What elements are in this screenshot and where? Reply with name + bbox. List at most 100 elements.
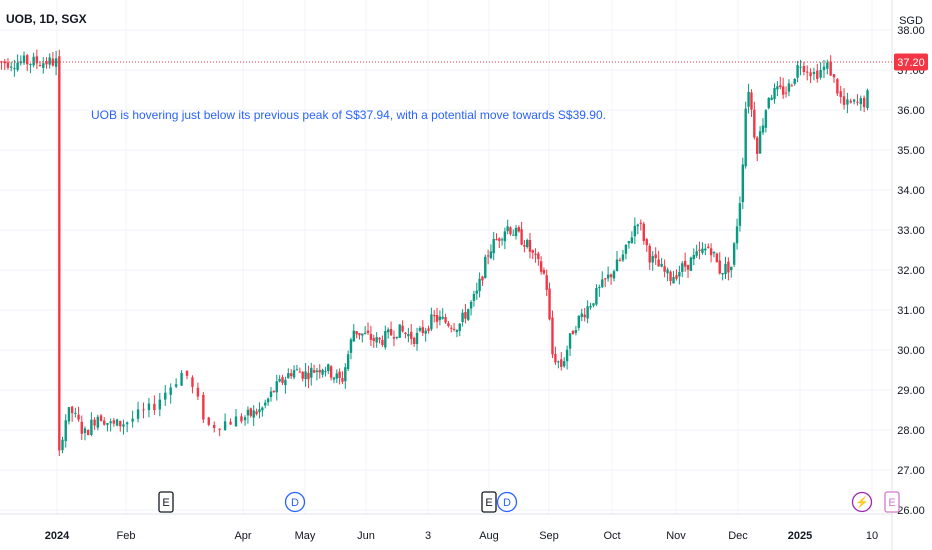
candle-body	[169, 387, 172, 395]
candle-body	[415, 332, 419, 344]
candle-body	[407, 334, 410, 337]
candle-body	[639, 222, 642, 224]
candle-body	[498, 238, 501, 241]
candlestick-series	[0, 49, 869, 457]
candle-body	[196, 387, 200, 397]
candle-body	[806, 71, 809, 73]
candle-body	[606, 274, 610, 279]
candle-body	[636, 224, 640, 227]
event-marker-label: E	[485, 497, 492, 509]
candle-body	[292, 370, 296, 378]
candle-body	[174, 384, 178, 387]
candle-body	[467, 309, 470, 320]
currency-label[interactable]: SGD	[899, 15, 923, 27]
candle-body	[424, 330, 427, 334]
candle-body	[517, 227, 521, 232]
chart-annotation[interactable]: UOB is hovering just below its previous …	[91, 108, 606, 122]
earnings-marker[interactable]: E	[158, 491, 174, 513]
candle-body	[486, 255, 490, 257]
candle-body	[735, 226, 739, 244]
x-tick-label: Apr	[234, 530, 251, 542]
y-tick-label: 26.00	[897, 505, 925, 517]
candle-body	[642, 223, 645, 241]
candle-body	[223, 421, 227, 430]
candle-body	[574, 330, 578, 333]
candle-body	[452, 328, 456, 330]
candle-body	[761, 125, 765, 133]
candle-body	[0, 61, 3, 63]
candle-body	[384, 331, 387, 348]
candle-body	[686, 264, 690, 270]
earnings-marker[interactable]: E	[884, 491, 900, 513]
candle-body	[54, 58, 58, 67]
candle-body	[523, 245, 526, 247]
candle-body	[450, 327, 453, 329]
candle-body	[389, 328, 393, 336]
candle-body	[779, 85, 782, 88]
candle-body	[663, 266, 666, 272]
candle-body	[77, 414, 80, 420]
candle-body	[315, 370, 319, 372]
candle-body	[19, 61, 23, 64]
candle-body	[45, 61, 48, 65]
candle-body	[433, 315, 436, 317]
candle-body	[747, 91, 750, 107]
candle-body	[565, 349, 569, 362]
candle-body	[287, 373, 290, 379]
candle-body	[122, 424, 125, 427]
earnings-marker[interactable]: E	[481, 491, 497, 513]
candle-body	[770, 97, 773, 100]
candle-body	[764, 110, 768, 128]
candle-body	[164, 392, 167, 400]
candle-body	[790, 85, 794, 87]
candle-body	[767, 98, 770, 109]
dividend-marker[interactable]: D	[284, 491, 306, 513]
candle-body	[624, 244, 628, 254]
event-markers[interactable]: E D E D ⚡ E	[158, 491, 900, 513]
candle-body	[514, 227, 518, 236]
candle-body	[375, 337, 378, 343]
candle-body	[240, 416, 243, 422]
candle-body	[421, 327, 424, 334]
candle-body	[246, 409, 250, 416]
candle-body	[38, 65, 42, 67]
candle-body	[307, 373, 310, 380]
candle-body	[695, 251, 698, 256]
candle-body	[32, 56, 35, 66]
candle-body	[392, 336, 396, 339]
candle-body	[698, 249, 701, 251]
candle-body	[534, 253, 537, 255]
split-marker[interactable]: ⚡	[851, 491, 873, 513]
candle-body	[692, 254, 695, 260]
candle-body	[70, 406, 74, 414]
candle-body	[753, 109, 756, 138]
candle-body	[842, 96, 846, 105]
candle-body	[335, 373, 338, 379]
candle-body	[651, 256, 654, 263]
candle-body	[603, 278, 607, 280]
candle-body	[115, 419, 119, 426]
candle-body	[589, 306, 592, 308]
candle-body	[264, 402, 267, 406]
candle-body	[583, 314, 586, 318]
candle-body	[386, 329, 390, 333]
dividend-marker[interactable]: D	[496, 491, 518, 513]
candle-body	[799, 66, 802, 68]
candle-body	[819, 69, 822, 78]
candle-body	[545, 275, 548, 290]
y-tick-label: 31.00	[897, 305, 925, 317]
candle-body	[520, 229, 523, 245]
candle-body	[512, 234, 515, 236]
candle-body	[531, 250, 534, 253]
candle-body	[461, 312, 464, 323]
candle-body	[615, 259, 619, 272]
y-tick-label: 27.00	[897, 465, 925, 477]
candle-body	[539, 261, 543, 272]
candle-body	[481, 276, 484, 281]
y-tick-label: 35.00	[897, 145, 925, 157]
candle-body	[96, 416, 100, 428]
candle-body	[312, 370, 316, 373]
candle-body	[430, 314, 433, 330]
candle-body	[484, 256, 487, 279]
